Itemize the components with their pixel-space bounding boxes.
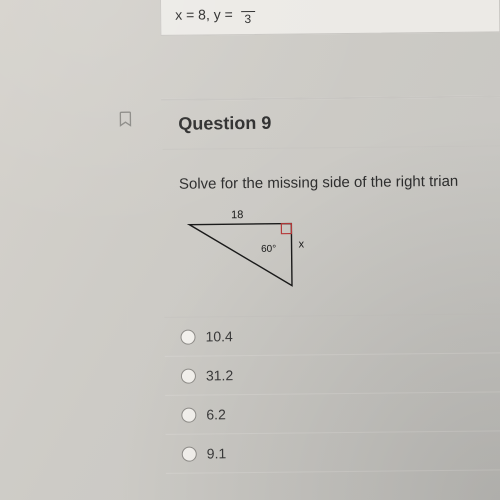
bookmark-icon[interactable] (116, 109, 140, 133)
option-label: 10.4 (205, 328, 232, 344)
prev-expression-fraction: 3 (241, 0, 255, 25)
triangle-right-label: x (299, 238, 305, 250)
triangle-shape (189, 224, 292, 287)
question-prompt: Solve for the missing side of the right … (179, 173, 485, 193)
fraction-denominator: 3 (244, 12, 251, 25)
option-row[interactable]: 6.2 (165, 392, 500, 435)
triangle-top-label: 18 (231, 209, 243, 221)
previous-question-snippet: x = 8, y = 3 (160, 0, 500, 36)
question-body: Solve for the missing side of the right … (163, 146, 500, 317)
options-list: 10.4 31.2 6.2 9.1 (164, 313, 500, 474)
triangle-figure: 18 60° x (179, 205, 330, 297)
radio-icon[interactable] (181, 368, 196, 383)
option-row[interactable]: 10.4 (164, 314, 500, 357)
radio-icon[interactable] (182, 446, 197, 461)
option-row[interactable]: 9.1 (166, 431, 500, 474)
radio-icon[interactable] (181, 407, 196, 422)
prev-answer-expression: x = 8, y = 3 (175, 0, 485, 28)
prev-expression-prefix: x = 8, y = (175, 6, 233, 23)
triangle-angle-label: 60° (261, 244, 276, 255)
question-card: Question 9 Solve for the missing side of… (161, 95, 500, 101)
option-label: 6.2 (206, 406, 226, 422)
option-label: 31.2 (206, 367, 233, 383)
option-label: 9.1 (207, 445, 227, 461)
fraction-numerator (241, 0, 255, 12)
option-row[interactable]: 31.2 (165, 353, 500, 396)
right-angle-marker (281, 224, 291, 234)
radio-icon[interactable] (180, 329, 195, 344)
question-title: Question 9 (162, 96, 500, 150)
